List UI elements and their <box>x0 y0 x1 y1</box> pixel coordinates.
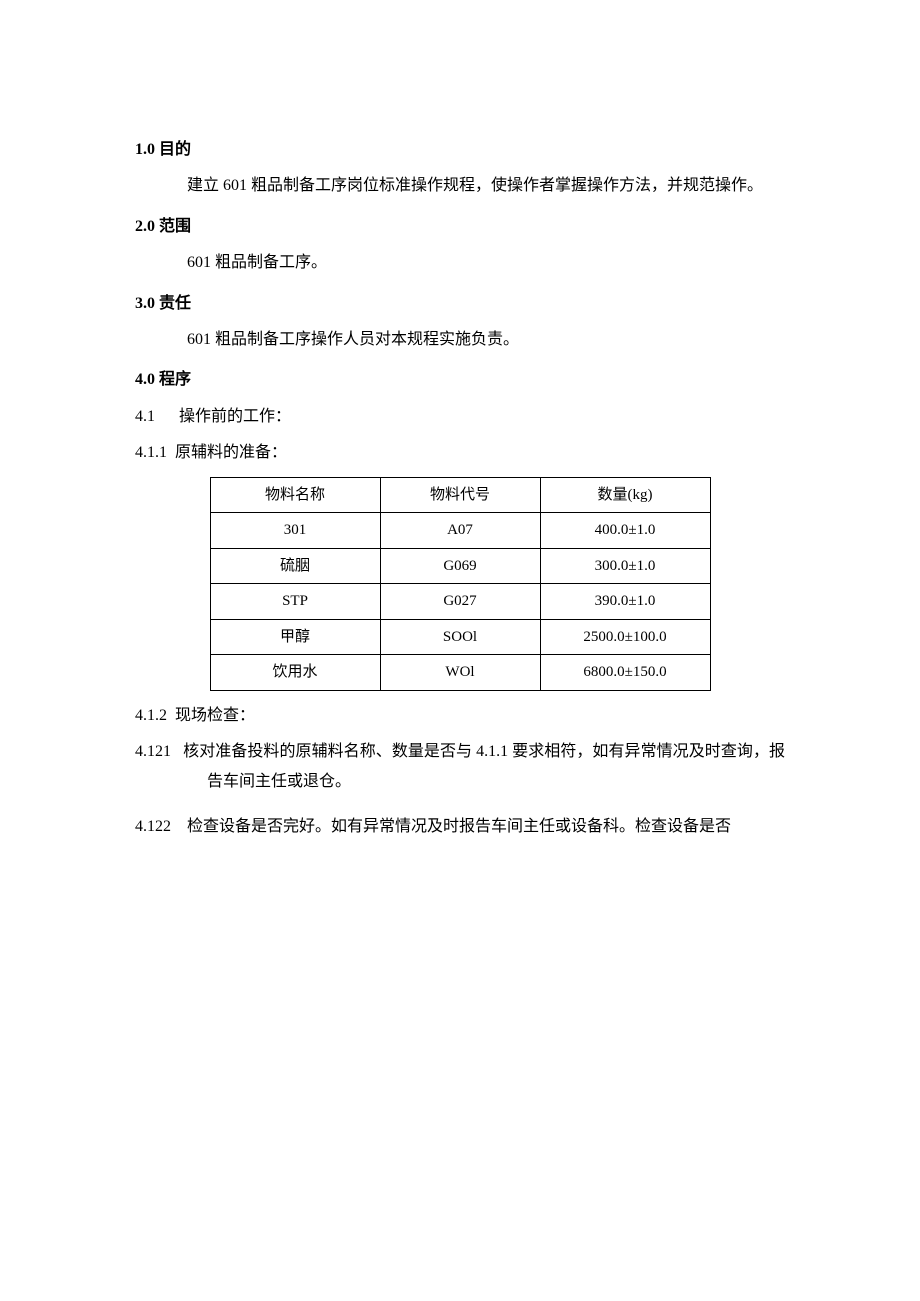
col-header-code: 物料代号 <box>380 477 540 513</box>
table-row: 硫胭 G069 300.0±1.0 <box>210 548 710 584</box>
table-row: 饮用水 WOl 6800.0±150.0 <box>210 655 710 691</box>
cell-qty: 300.0±1.0 <box>540 548 710 584</box>
para-4-1-text: 操作前的工作： <box>179 408 291 425</box>
section-1-heading: 1.0 目的 <box>135 135 785 165</box>
para-4-1-1-text: 原辅料的准备： <box>175 444 287 461</box>
para-4-1: 4.1 操作前的工作： <box>135 402 785 432</box>
para-4-1-2-1-num: 4.121 <box>135 743 171 760</box>
cell-code: SOOl <box>380 619 540 655</box>
cell-code: A07 <box>380 513 540 549</box>
cell-qty: 390.0±1.0 <box>540 584 710 620</box>
table-row: 甲醇 SOOl 2500.0±100.0 <box>210 619 710 655</box>
section-4-heading: 4.0 程序 <box>135 365 785 395</box>
para-4-1-2-text: 现场检查： <box>175 707 255 724</box>
cell-code: G027 <box>380 584 540 620</box>
para-4-1-2-1-text: 核对准备投料的原辅料名称、数量是否与 4.1.1 要求相符，如有异常情况及时查询… <box>183 743 785 790</box>
cell-qty: 6800.0±150.0 <box>540 655 710 691</box>
cell-code: WOl <box>380 655 540 691</box>
cell-name: 301 <box>210 513 380 549</box>
section-1-body: 建立 601 粗品制备工序岗位标准操作规程，使操作者掌握操作方法，并规范操作。 <box>135 171 785 201</box>
col-header-name: 物料名称 <box>210 477 380 513</box>
cell-name: 饮用水 <box>210 655 380 691</box>
cell-code: G069 <box>380 548 540 584</box>
para-4-1-1: 4.1.1 原辅料的准备： <box>135 438 785 468</box>
para-4-1-2-num: 4.1.2 <box>135 707 167 724</box>
table-header-row: 物料名称 物料代号 数量(kg) <box>210 477 710 513</box>
section-3-heading: 3.0 责任 <box>135 289 785 319</box>
para-4-1-2-2: 4.122 检查设备是否完好。如有异常情况及时报告车间主任或设备科。检查设备是否 <box>135 812 785 842</box>
section-2-heading: 2.0 范围 <box>135 212 785 242</box>
para-4-1-2: 4.1.2 现场检查： <box>135 701 785 731</box>
cell-name: STP <box>210 584 380 620</box>
para-4-1-2-2-text: 检查设备是否完好。如有异常情况及时报告车间主任或设备科。检查设备是否 <box>187 818 731 835</box>
table-row: 301 A07 400.0±1.0 <box>210 513 710 549</box>
para-4-1-2-1: 4.121 核对准备投料的原辅料名称、数量是否与 4.1.1 要求相符，如有异常… <box>135 737 785 798</box>
cell-name: 硫胭 <box>210 548 380 584</box>
section-2-body: 601 粗品制备工序。 <box>135 248 785 278</box>
cell-name: 甲醇 <box>210 619 380 655</box>
col-header-qty: 数量(kg) <box>540 477 710 513</box>
para-4-1-1-num: 4.1.1 <box>135 444 167 461</box>
section-3-body: 601 粗品制备工序操作人员对本规程实施负责。 <box>135 325 785 355</box>
table-row: STP G027 390.0±1.0 <box>210 584 710 620</box>
cell-qty: 400.0±1.0 <box>540 513 710 549</box>
materials-table: 物料名称 物料代号 数量(kg) 301 A07 400.0±1.0 硫胭 G0… <box>210 477 711 691</box>
cell-qty: 2500.0±100.0 <box>540 619 710 655</box>
para-4-1-num: 4.1 <box>135 408 155 425</box>
para-4-1-2-2-num: 4.122 <box>135 818 171 835</box>
